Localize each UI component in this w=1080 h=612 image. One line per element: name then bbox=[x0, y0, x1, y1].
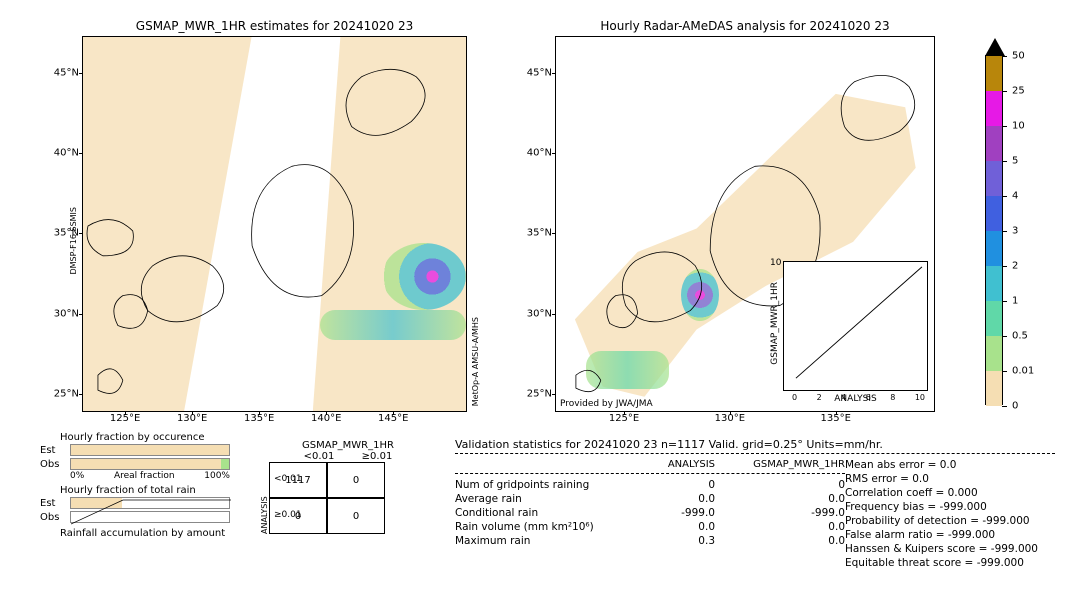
bars-obs-label: Obs bbox=[40, 459, 70, 470]
colorbar-tick: 0.5 bbox=[1012, 331, 1028, 342]
colorbar-segment bbox=[986, 126, 1002, 161]
bars-axis-hi: 100% bbox=[204, 471, 230, 481]
contingency-table: GSMAP_MWR_1HR <0.01 ≥0.01 ANALYSIS 11170… bbox=[260, 440, 406, 534]
inset-ylabel: GSMAP_MWR_1HR bbox=[770, 282, 780, 365]
colorbar-tick: 4 bbox=[1012, 191, 1018, 202]
occ-est-track bbox=[70, 444, 230, 456]
lat-tick: 25°N bbox=[54, 389, 79, 400]
bars-axis-mid: Areal fraction bbox=[114, 471, 175, 481]
lat-tick: 30°N bbox=[527, 308, 552, 319]
colorbar: 502510543210.50.010 bbox=[985, 55, 1003, 405]
colorbar-segment bbox=[986, 371, 1002, 406]
colorbar-tick: 0 bbox=[1012, 401, 1018, 412]
stats-row: Maximum rain0.30.0 bbox=[455, 534, 845, 548]
ct-col2: ≥0.01 bbox=[348, 451, 406, 462]
colorbar-tick: 5 bbox=[1012, 156, 1018, 167]
lat-tick: 35°N bbox=[54, 228, 79, 239]
stats-metric: Frequency bias = -999.000 bbox=[845, 500, 1055, 514]
colorbar-tick: 1 bbox=[1012, 296, 1018, 307]
colorbar-segment bbox=[986, 56, 1002, 91]
stats-hdr-gsmap: GSMAP_MWR_1HR bbox=[715, 459, 845, 470]
stats-title: Validation statistics for 20241020 23 n=… bbox=[455, 438, 1055, 451]
provided-by: Provided by JWA/JMA bbox=[560, 399, 653, 409]
stats-metric: Probability of detection = -999.000 bbox=[845, 514, 1055, 528]
ct-r2: ≥0.01 bbox=[274, 510, 302, 520]
inset-ymax: 10 bbox=[770, 258, 781, 268]
bars-axis-lo: 0% bbox=[70, 471, 84, 481]
stats-metric: Correlation coeff = 0.000 bbox=[845, 486, 1055, 500]
stats-metric: Hanssen & Kuipers score = -999.000 bbox=[845, 542, 1055, 556]
colorbar-segment bbox=[986, 266, 1002, 301]
colorbar-segment bbox=[986, 91, 1002, 126]
lat-tick: 45°N bbox=[54, 67, 79, 78]
ct-col1: <0.01 bbox=[290, 451, 348, 462]
stats-row: Rain volume (mm km²10⁶)0.00.0 bbox=[455, 520, 845, 534]
colorbar-arrow-top bbox=[985, 38, 1005, 56]
colorbar-segment bbox=[986, 301, 1002, 336]
map-left-title: GSMAP_MWR_1HR estimates for 20241020 23 bbox=[83, 19, 466, 33]
map-right: Hourly Radar-AMeDAS analysis for 2024102… bbox=[555, 36, 935, 412]
map-left: GSMAP_MWR_1HR estimates for 20241020 23 … bbox=[82, 36, 467, 412]
fraction-bars: Hourly fraction by occurence Est Obs 0% … bbox=[40, 432, 230, 539]
bars-title-1: Hourly fraction by occurence bbox=[60, 432, 230, 443]
occ-obs-track bbox=[70, 458, 230, 470]
colorbar-segment bbox=[986, 161, 1002, 196]
stats-row: Average rain0.00.0 bbox=[455, 492, 845, 506]
stats-row: Num of gridpoints raining00 bbox=[455, 478, 845, 492]
ct-r1: <0.01 bbox=[274, 474, 302, 484]
lat-tick: 30°N bbox=[54, 308, 79, 319]
colorbar-tick: 2 bbox=[1012, 261, 1018, 272]
colorbar-segment bbox=[986, 336, 1002, 371]
colorbar-segment bbox=[986, 231, 1002, 266]
lat-tick: 25°N bbox=[527, 389, 552, 400]
sensor-label-right: MetOp-A AMSU-A/MHS bbox=[471, 317, 480, 406]
bars-est-label: Est bbox=[40, 445, 70, 456]
coastline-left bbox=[83, 37, 466, 411]
ct-cell: 0 bbox=[327, 498, 385, 534]
stats-row: Conditional rain-999.0-999.0 bbox=[455, 506, 845, 520]
lat-tick: 35°N bbox=[527, 228, 552, 239]
colorbar-tick: 0.01 bbox=[1012, 366, 1034, 377]
map-right-title: Hourly Radar-AMeDAS analysis for 2024102… bbox=[556, 19, 934, 33]
bars-title-2: Hourly fraction of total rain bbox=[60, 485, 230, 496]
ct-header: GSMAP_MWR_1HR bbox=[290, 440, 406, 451]
colorbar-tick: 50 bbox=[1012, 51, 1025, 62]
stats-metric: Mean abs error = 0.0 bbox=[845, 458, 1055, 472]
stats-hdr-analysis: ANALYSIS bbox=[625, 459, 715, 470]
colorbar-segment bbox=[986, 196, 1002, 231]
stats-metric: Equitable threat score = -999.000 bbox=[845, 556, 1055, 570]
ct-cell: 0 bbox=[327, 462, 385, 498]
sensor-label-left: DMSP-F16 SSMIS bbox=[69, 207, 78, 275]
stats-divider bbox=[455, 453, 1055, 454]
lat-tick: 40°N bbox=[54, 147, 79, 158]
colorbar-tick: 25 bbox=[1012, 86, 1025, 97]
colorbar-tick: 3 bbox=[1012, 226, 1018, 237]
inset-scatter: 10 GSMAP_MWR_1HR ANALYSIS 0246810 bbox=[783, 261, 928, 391]
bars-title-3: Rainfall accumulation by amount bbox=[60, 528, 230, 539]
tot-obs-track bbox=[70, 511, 230, 523]
ct-rowlabel: ANALYSIS bbox=[260, 462, 269, 534]
stats-metric: False alarm ratio = -999.000 bbox=[845, 528, 1055, 542]
validation-stats: Validation statistics for 20241020 23 n=… bbox=[455, 438, 1055, 570]
lat-tick: 40°N bbox=[527, 147, 552, 158]
stats-metric: RMS error = 0.0 bbox=[845, 472, 1055, 486]
colorbar-tick: 10 bbox=[1012, 121, 1025, 132]
lat-tick: 45°N bbox=[527, 67, 552, 78]
